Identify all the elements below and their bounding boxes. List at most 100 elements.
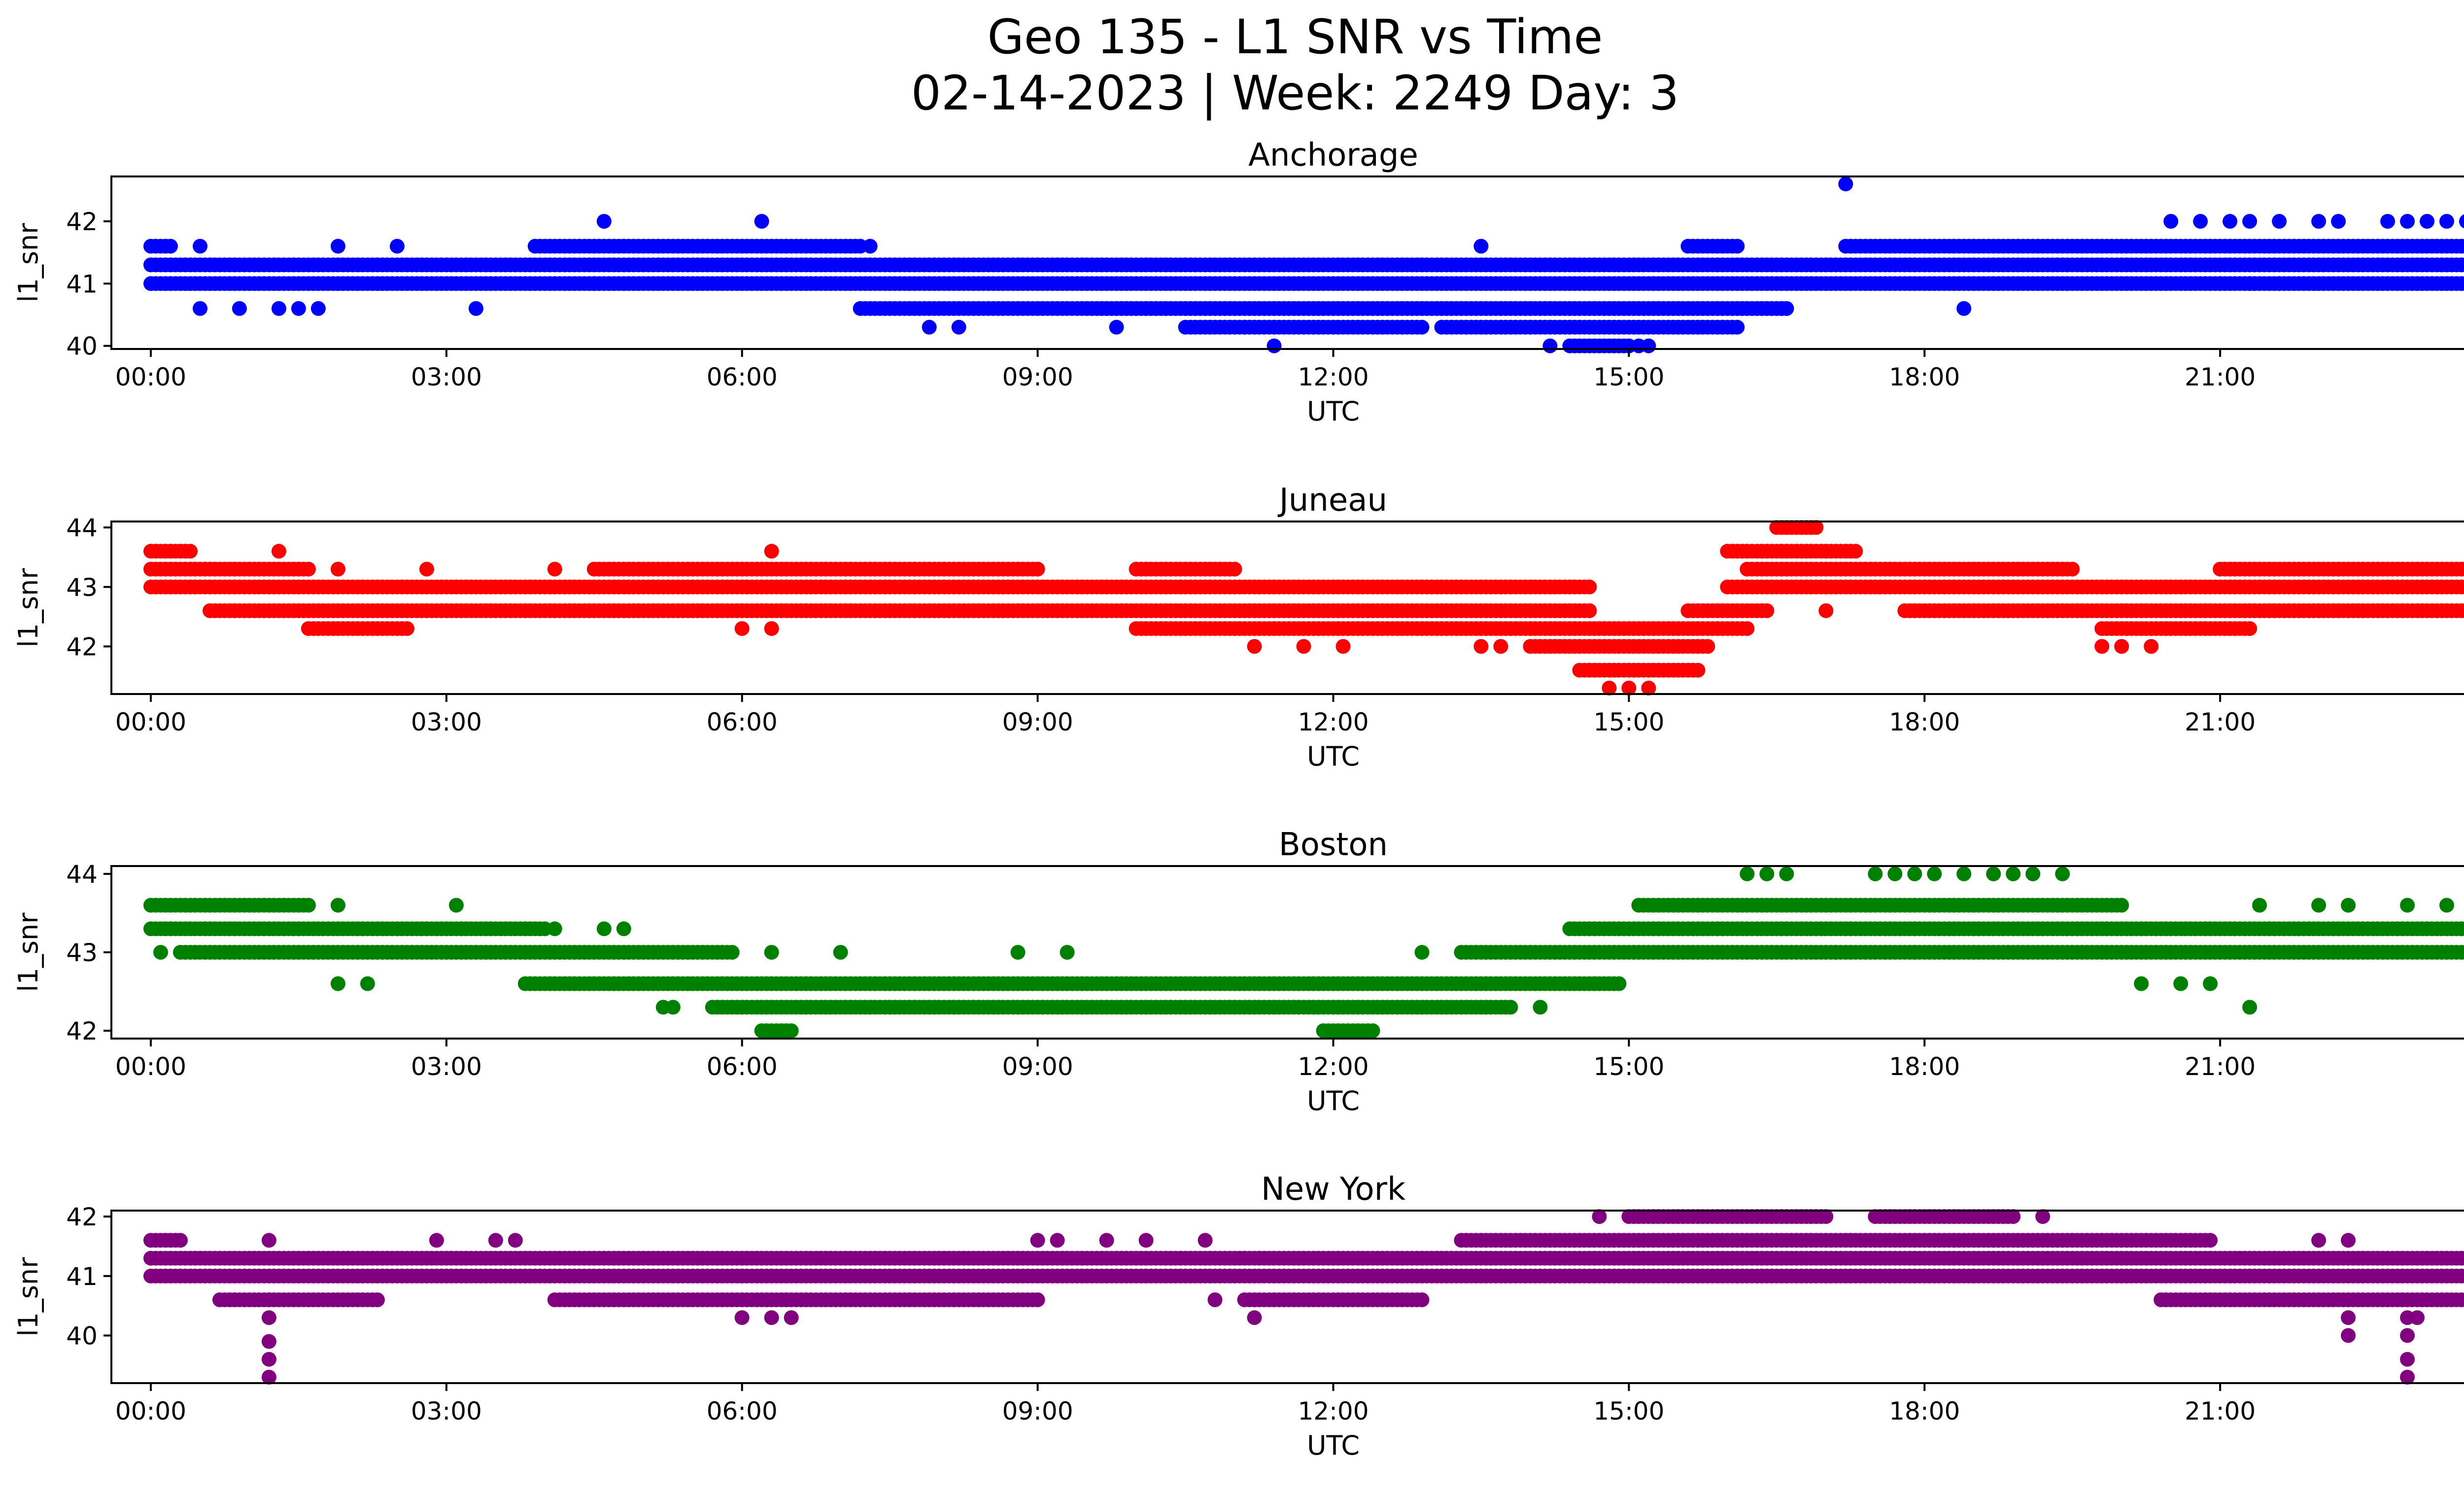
data-point xyxy=(271,544,286,559)
data-point xyxy=(754,214,769,229)
data-point xyxy=(1878,945,1893,960)
x-tick-label: 21:00 xyxy=(2185,363,2256,391)
data-point xyxy=(389,239,405,254)
data-point xyxy=(2341,898,2356,913)
x-tick-label: 18:00 xyxy=(1889,708,1960,736)
data-point xyxy=(301,898,316,913)
data-point xyxy=(784,1023,799,1039)
x-tick-label: 15:00 xyxy=(1593,363,1664,391)
data-point xyxy=(330,239,345,254)
data-point xyxy=(2439,214,2454,229)
data-point xyxy=(291,301,306,316)
figure-title-line1: Geo 135 - L1 SNR vs Time xyxy=(988,9,1603,65)
data-point xyxy=(1582,579,1597,594)
data-point xyxy=(193,301,207,316)
data-point xyxy=(2193,214,2208,229)
data-point xyxy=(1473,639,1489,654)
data-point xyxy=(2420,214,2435,229)
data-point xyxy=(1473,239,1489,254)
data-point xyxy=(183,544,198,559)
data-point xyxy=(2311,898,2327,913)
data-point xyxy=(1030,561,1045,577)
data-point xyxy=(2055,866,2070,881)
data-point xyxy=(833,945,848,960)
data-point xyxy=(330,898,345,913)
data-point xyxy=(1237,319,1252,335)
x-tick-label: 21:00 xyxy=(2185,1052,2256,1081)
data-point xyxy=(2094,639,2110,654)
y-axis-label: l1_snr xyxy=(13,223,44,303)
data-point xyxy=(724,945,740,960)
x-tick-label: 06:00 xyxy=(707,708,778,736)
data-point xyxy=(596,214,612,229)
data-point xyxy=(1247,639,1262,654)
data-point xyxy=(1779,301,1794,316)
data-point xyxy=(596,921,612,937)
x-tick-label: 21:00 xyxy=(2185,708,2256,736)
data-point xyxy=(310,301,326,316)
data-point xyxy=(193,239,207,254)
data-point xyxy=(1060,945,1075,960)
data-point xyxy=(468,301,483,316)
x-tick-label: 00:00 xyxy=(115,1052,186,1081)
data-point xyxy=(232,301,247,316)
data-point xyxy=(330,976,345,991)
data-point xyxy=(2173,976,2189,991)
data-point xyxy=(2380,214,2396,229)
data-point xyxy=(1296,639,1311,654)
data-point xyxy=(1759,866,1775,881)
data-point xyxy=(764,945,779,960)
data-point xyxy=(1533,1000,1548,1015)
data-point xyxy=(1700,639,1715,654)
data-point xyxy=(2459,258,2464,272)
data-point xyxy=(1641,338,1656,353)
data-point xyxy=(2025,866,2041,881)
data-point xyxy=(1887,866,1903,881)
x-tick-label: 18:00 xyxy=(1889,1052,1960,1081)
data-point xyxy=(616,921,631,937)
data-point xyxy=(2006,866,2021,881)
data-point xyxy=(2459,603,2464,618)
subplot-title: Juneau xyxy=(1277,482,1387,519)
x-tick-label: 06:00 xyxy=(707,363,778,391)
y-tick-label: 42 xyxy=(66,1017,98,1045)
y-tick-label: 44 xyxy=(66,860,98,889)
y-tick-label: 42 xyxy=(66,632,98,661)
data-point xyxy=(734,621,750,636)
x-tick-label: 03:00 xyxy=(411,1052,482,1081)
data-point xyxy=(2459,214,2464,229)
x-axis-label: UTC xyxy=(1307,1085,1360,1116)
data-point xyxy=(399,621,414,636)
data-point xyxy=(2459,580,2464,594)
data-point xyxy=(2459,277,2464,291)
x-tick-label: 12:00 xyxy=(1298,708,1369,736)
data-point xyxy=(1503,1000,1518,1015)
subplot-title: New York xyxy=(1261,1171,1405,1208)
series-points xyxy=(143,866,2464,1039)
data-point xyxy=(1907,945,1922,960)
subplot-panels: Anchorage 00:00 03:00 06:00 09:00 12:00 15:00 1… xyxy=(13,137,2464,1461)
data-point xyxy=(2203,976,2218,991)
series-points xyxy=(143,1209,2464,1385)
y-tick-label: 41 xyxy=(66,270,98,298)
x-tick-label: 09:00 xyxy=(1002,1052,1073,1081)
data-point xyxy=(360,976,375,991)
x-tick-label: 15:00 xyxy=(1593,1052,1664,1081)
x-tick-label: 00:00 xyxy=(115,363,186,391)
x-tick-label: 18:00 xyxy=(1889,363,1960,391)
data-point xyxy=(1956,866,1972,881)
subplot-title: Anchorage xyxy=(1248,137,1418,174)
data-point xyxy=(2400,214,2415,229)
data-point xyxy=(2144,639,2159,654)
data-point xyxy=(1690,662,1706,678)
series-points xyxy=(143,176,2464,353)
data-point xyxy=(1414,319,1430,335)
data-point xyxy=(271,301,286,316)
data-point xyxy=(2459,239,2464,253)
x-axis-label: UTC xyxy=(1307,741,1360,772)
data-point xyxy=(1611,976,1627,991)
data-point xyxy=(1582,603,1597,618)
